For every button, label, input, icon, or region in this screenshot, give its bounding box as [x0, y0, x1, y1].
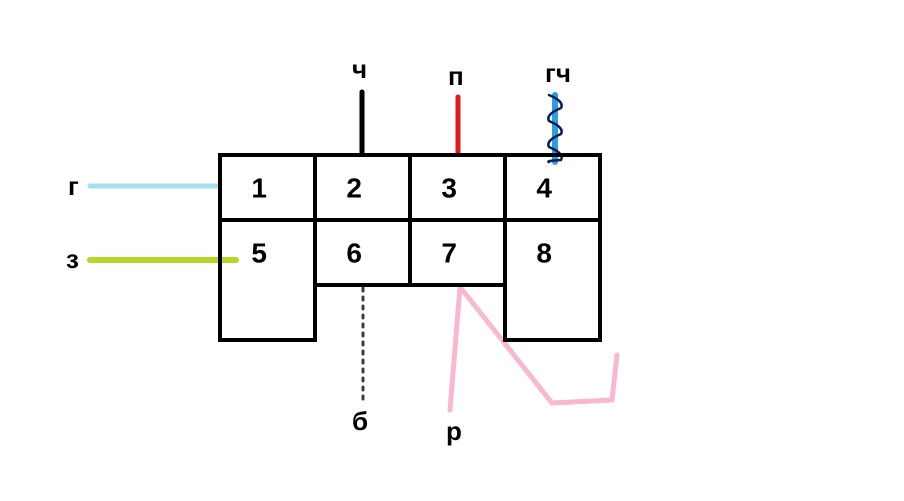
wire-label-ch: ч: [352, 54, 367, 84]
wire-label-z: з: [66, 244, 79, 274]
cell-label-3: 3: [441, 172, 457, 203]
wire-label-b: б: [352, 406, 368, 436]
wire-label-gch: гч: [545, 58, 571, 88]
wire-label-r: р: [446, 416, 462, 446]
cell-label-2: 2: [346, 172, 362, 203]
cell-label-1: 1: [251, 172, 267, 203]
cell-label-8: 8: [536, 237, 552, 268]
wire-label-p: п: [448, 61, 464, 91]
pinout-diagram: 1 2 3 4 5 6 7 8 г з ч п гч б р: [0, 0, 904, 501]
cell-label-6: 6: [346, 237, 362, 268]
wire-label-g: г: [68, 171, 79, 201]
cell-label-5: 5: [251, 237, 267, 268]
cell-label-7: 7: [441, 237, 457, 268]
cell-label-4: 4: [536, 172, 552, 203]
